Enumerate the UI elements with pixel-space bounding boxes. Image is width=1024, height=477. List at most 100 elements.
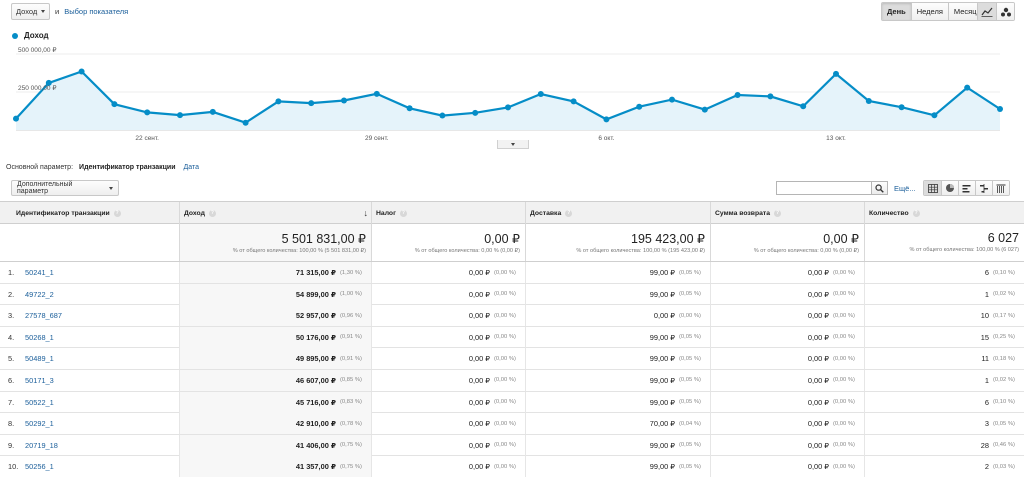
dimension-date-link[interactable]: Дата [183,164,200,171]
period-week-button[interactable]: Неделя [910,3,948,20]
transaction-id-link[interactable]: 20719_18 [25,440,58,450]
shipping-cell: 99,00 ₽ (0,05 %) [525,369,710,391]
help-icon[interactable]: ? [773,209,781,217]
advanced-filter-link[interactable]: Ещё... [894,184,916,193]
cell-value: 0,00 ₽ [807,419,829,429]
data-point[interactable] [45,79,52,86]
data-point[interactable] [537,90,544,97]
choose-metric-link[interactable]: Выбор показателя [64,7,129,16]
line-chart-button[interactable] [978,3,996,20]
cell-percent: (1,30 %) [340,269,362,276]
metric-select[interactable]: Доход [11,3,50,20]
pie-view-button[interactable] [941,181,958,195]
cell-percent: (0,00 %) [494,334,516,341]
period-month-button[interactable]: Месяц [947,3,982,20]
cell-value: 99,00 ₽ [649,332,675,342]
data-point[interactable] [669,96,675,103]
total-percent: % от общего количества: 100,00 % (5 501 … [232,248,366,254]
cell-value: 45 716,00 ₽ [295,397,336,407]
data-point[interactable] [209,108,216,115]
transaction-id-link[interactable]: 27578_687 [25,311,62,321]
data-point[interactable] [242,119,249,126]
column-header-transaction-id[interactable]: Идентификатор транзакции? [0,202,179,224]
data-point[interactable] [308,100,315,107]
transaction-id-link[interactable]: 50256_1 [25,462,54,472]
data-point[interactable] [767,93,774,100]
help-icon[interactable]: ? [565,209,573,217]
help-icon[interactable]: ? [208,209,216,217]
column-header-quantity[interactable]: Количество? [864,202,1024,224]
data-point[interactable] [13,115,19,122]
column-header-revenue[interactable]: Доход? ↓ [179,202,371,224]
data-point[interactable] [472,109,479,116]
column-header-tax[interactable]: Налог? [371,202,525,224]
chart-type-toggle [977,2,1015,21]
secondary-dimension-button[interactable]: Дополнительный параметр [11,180,119,196]
data-point[interactable] [603,116,610,123]
column-header-refund-amount[interactable]: Сумма возврата? [710,202,864,224]
cell-percent: (0,05 %) [679,463,701,470]
cell-percent: (0,17 %) [993,312,1015,319]
cell-value: 0,00 ₽ [468,289,490,299]
cell-value: 70,00 ₽ [649,419,675,429]
data-point[interactable] [406,105,413,112]
data-point[interactable] [570,98,577,105]
transaction-id-link[interactable]: 49722_2 [25,289,54,299]
search-button[interactable] [871,181,888,195]
pivot-view-button[interactable] [992,181,1009,195]
data-point[interactable] [701,106,708,113]
table-search-input[interactable] [776,181,872,195]
transaction-id-cell: 9. 20719_18 [0,435,179,456]
quantity-cell: 15 (0,25 %) [864,326,1024,348]
data-point[interactable] [833,70,839,77]
data-point[interactable] [144,109,151,116]
cell-percent: (0,00 %) [833,269,855,276]
data-point[interactable] [111,101,118,108]
data-point[interactable] [964,84,971,91]
dimension-transaction-id[interactable]: Идентификатор транзакции [79,164,176,171]
data-point[interactable] [865,97,872,104]
data-point[interactable] [505,104,511,111]
data-point[interactable] [636,103,643,110]
data-point[interactable] [997,106,1003,113]
legend-dot [12,32,18,39]
transaction-id-link[interactable]: 50522_1 [25,397,54,407]
cell-percent: (0,00 %) [833,377,855,384]
revenue-cell: 71 315,00 ₽ (1,30 %) [179,262,371,283]
transaction-id-link[interactable]: 50489_1 [25,354,54,364]
data-point[interactable] [931,112,938,119]
cell-percent: (0,00 %) [494,442,516,449]
help-icon[interactable]: ? [912,209,920,217]
cell-percent: (0,05 %) [679,377,701,384]
revenue-cell: 42 910,00 ₽ (0,78 %) [179,413,371,435]
revenue-cell: 41 357,00 ₽ (0,75 %) [179,456,371,477]
data-point[interactable] [898,104,905,111]
transaction-id-link[interactable]: 50241_1 [25,268,54,277]
transaction-id-link[interactable]: 50268_1 [25,332,54,342]
transaction-id-link[interactable]: 50171_3 [25,375,54,385]
period-day-button[interactable]: День [882,3,911,20]
data-point[interactable] [177,112,183,119]
help-icon[interactable]: ? [113,209,121,217]
data-point[interactable] [373,90,380,97]
x-axis-labels: 22 сент. 29 сент. 6 окт. 13 окт. [135,135,846,142]
table-view-button[interactable] [924,181,941,195]
refund-amount-cell: 0,00 ₽ (0,00 %) [710,369,864,391]
help-icon[interactable]: ? [399,209,407,217]
row-index: 8. [8,419,15,429]
column-header-shipping[interactable]: Доставка? [525,202,710,224]
column-header-label: Доставка [530,209,562,217]
chart-collapse-handle[interactable] [497,140,529,149]
data-point[interactable] [800,103,807,110]
data-point[interactable] [439,112,446,119]
data-point[interactable] [341,97,347,104]
quantity-cell: 6 (0,10 %) [864,262,1024,283]
performance-view-button[interactable] [958,181,975,195]
data-point[interactable] [275,98,282,105]
motion-chart-button[interactable] [996,3,1014,20]
y-tick-label: 250 000,00 ₽ [18,84,57,92]
data-point[interactable] [78,68,85,75]
transaction-id-link[interactable]: 50292_1 [25,419,54,429]
comparison-view-button[interactable] [975,181,992,195]
data-point[interactable] [734,92,741,99]
